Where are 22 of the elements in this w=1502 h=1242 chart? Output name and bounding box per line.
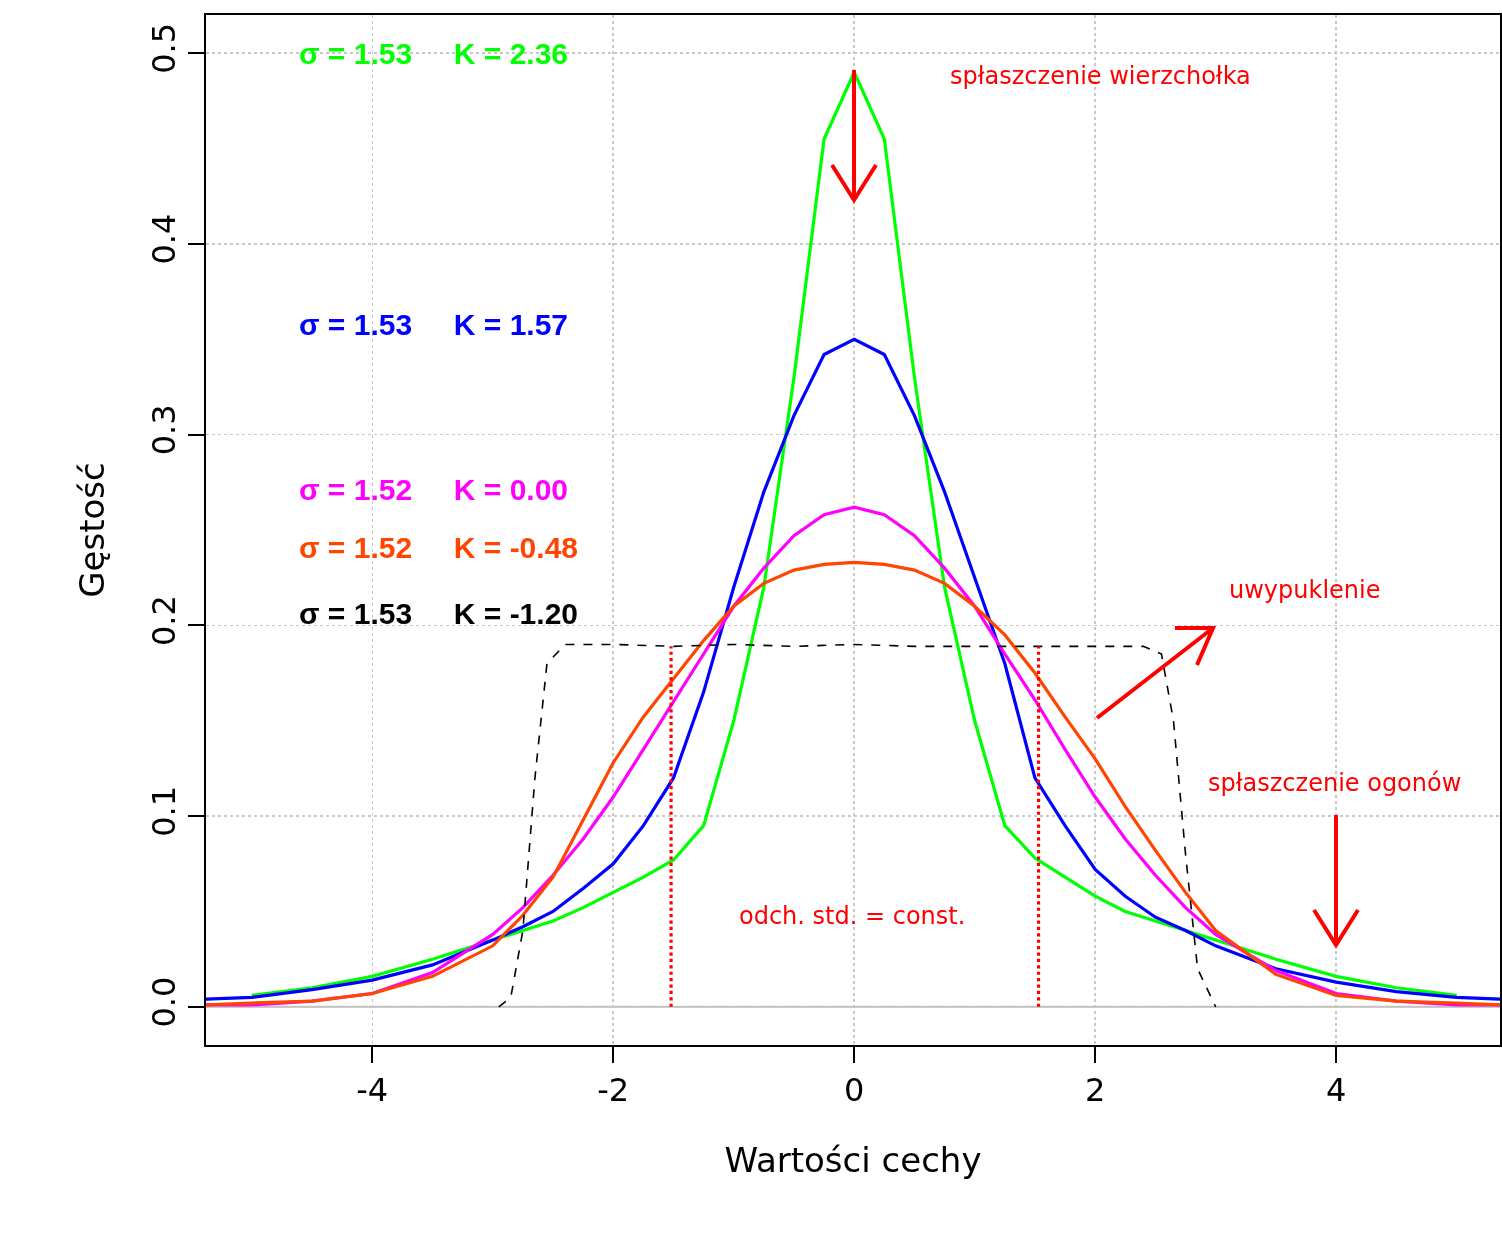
y-axis-title: Gęstość [72,462,113,598]
x-axis-title: Wartości cechy [724,1140,982,1181]
y-tick-label: 0.0 [145,976,184,1028]
x-tick-label: 2 [1084,1071,1106,1110]
series-label: σ = 1.53 K = -1.20 [299,597,579,630]
y-tick-label: 0.3 [145,404,184,456]
y-tick-label: 0.5 [145,22,184,74]
annotation: spłaszczenie ogonów [1208,769,1462,797]
text: σ = 1.52 K = -0.48 [299,531,579,564]
y-tick-label: 0.4 [145,213,184,265]
x-tick-label: -4 [356,1071,389,1110]
text: σ = 1.53 K = 1.57 [299,308,569,341]
annotation: odch. std. = const. [739,902,966,930]
x-tick-label: -2 [597,1071,630,1110]
y-tick-label: 0.1 [145,785,184,837]
annotation: spłaszczenie wierzchołka [950,62,1251,90]
annotation: uwypuklenie [1229,576,1381,604]
x-tick-label: 0 [844,1071,865,1110]
text: σ = 1.52 K = 0.00 [299,473,569,506]
y-tick-label: 0.2 [145,595,184,647]
x-tick-label: 4 [1325,1071,1347,1110]
text: σ = 1.53 K = 2.36 [299,37,569,70]
